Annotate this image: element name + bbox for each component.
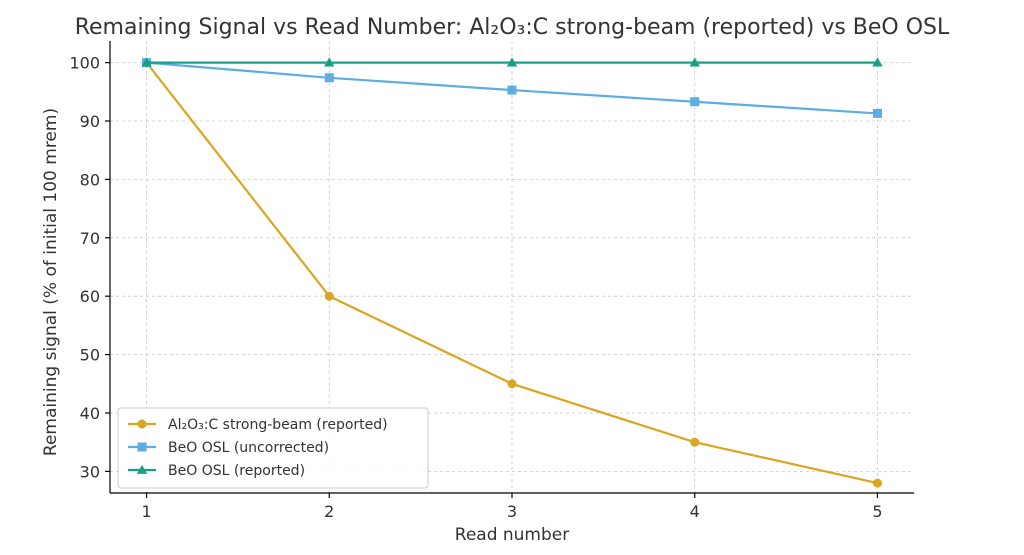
legend-item: BeO OSL (uncorrected) <box>128 440 329 456</box>
legend: Al₂O₃:C strong-beam (reported) BeO OSL (u… <box>117 407 429 489</box>
x-tick-label: 1 <box>141 502 151 521</box>
y-tick-label: 90 <box>80 112 100 131</box>
data-point <box>507 379 517 389</box>
legend-box <box>117 407 429 489</box>
y-tick-label: 40 <box>80 404 100 423</box>
legend-label: BeO OSL (uncorrected) <box>168 440 329 456</box>
data-point <box>324 57 335 67</box>
series-layer <box>141 57 883 488</box>
data-point <box>689 57 700 67</box>
y-tick-label: 70 <box>80 229 100 248</box>
data-point <box>872 478 882 488</box>
data-point <box>324 291 334 301</box>
legend-item: Al₂O₃:C strong-beam (reported) <box>128 417 388 433</box>
data-point <box>507 85 517 95</box>
y-tick-label: 50 <box>80 346 100 365</box>
data-point <box>690 437 700 447</box>
y-tick-label: 80 <box>80 170 100 189</box>
legend-item: BeO OSL (reported) <box>128 463 305 479</box>
y-tick-label: 60 <box>80 287 100 306</box>
legend-swatch-marker <box>137 419 147 429</box>
data-point <box>506 57 518 67</box>
x-axis-label: Read number <box>455 525 569 545</box>
data-point <box>872 57 883 67</box>
data-point <box>872 108 882 118</box>
axes: 1 2 3 4 5 30 40 50 60 70 80 90 100 <box>69 41 914 521</box>
legend-label: BeO OSL (reported) <box>168 463 305 479</box>
data-point <box>141 57 152 67</box>
y-tick-label: 30 <box>80 462 100 481</box>
legend-swatch-marker <box>137 442 147 452</box>
x-tick-label: 3 <box>507 502 517 521</box>
data-point <box>324 73 334 83</box>
data-point <box>690 97 700 107</box>
legend-swatch-marker <box>136 464 148 474</box>
x-tick-label: 4 <box>690 502 700 521</box>
series-3 <box>141 57 883 67</box>
chart-title: Remaining Signal vs Read Number: Al₂O₃:C… <box>75 15 950 40</box>
y-axis-label: Remaining signal (% of initial 100 mrem) <box>41 108 61 456</box>
y-tick-label: 100 <box>69 54 100 73</box>
legend-label: Al₂O₃:C strong-beam (reported) <box>168 417 388 433</box>
x-tick-label: 2 <box>324 502 334 521</box>
x-tick-label: 5 <box>872 502 882 521</box>
